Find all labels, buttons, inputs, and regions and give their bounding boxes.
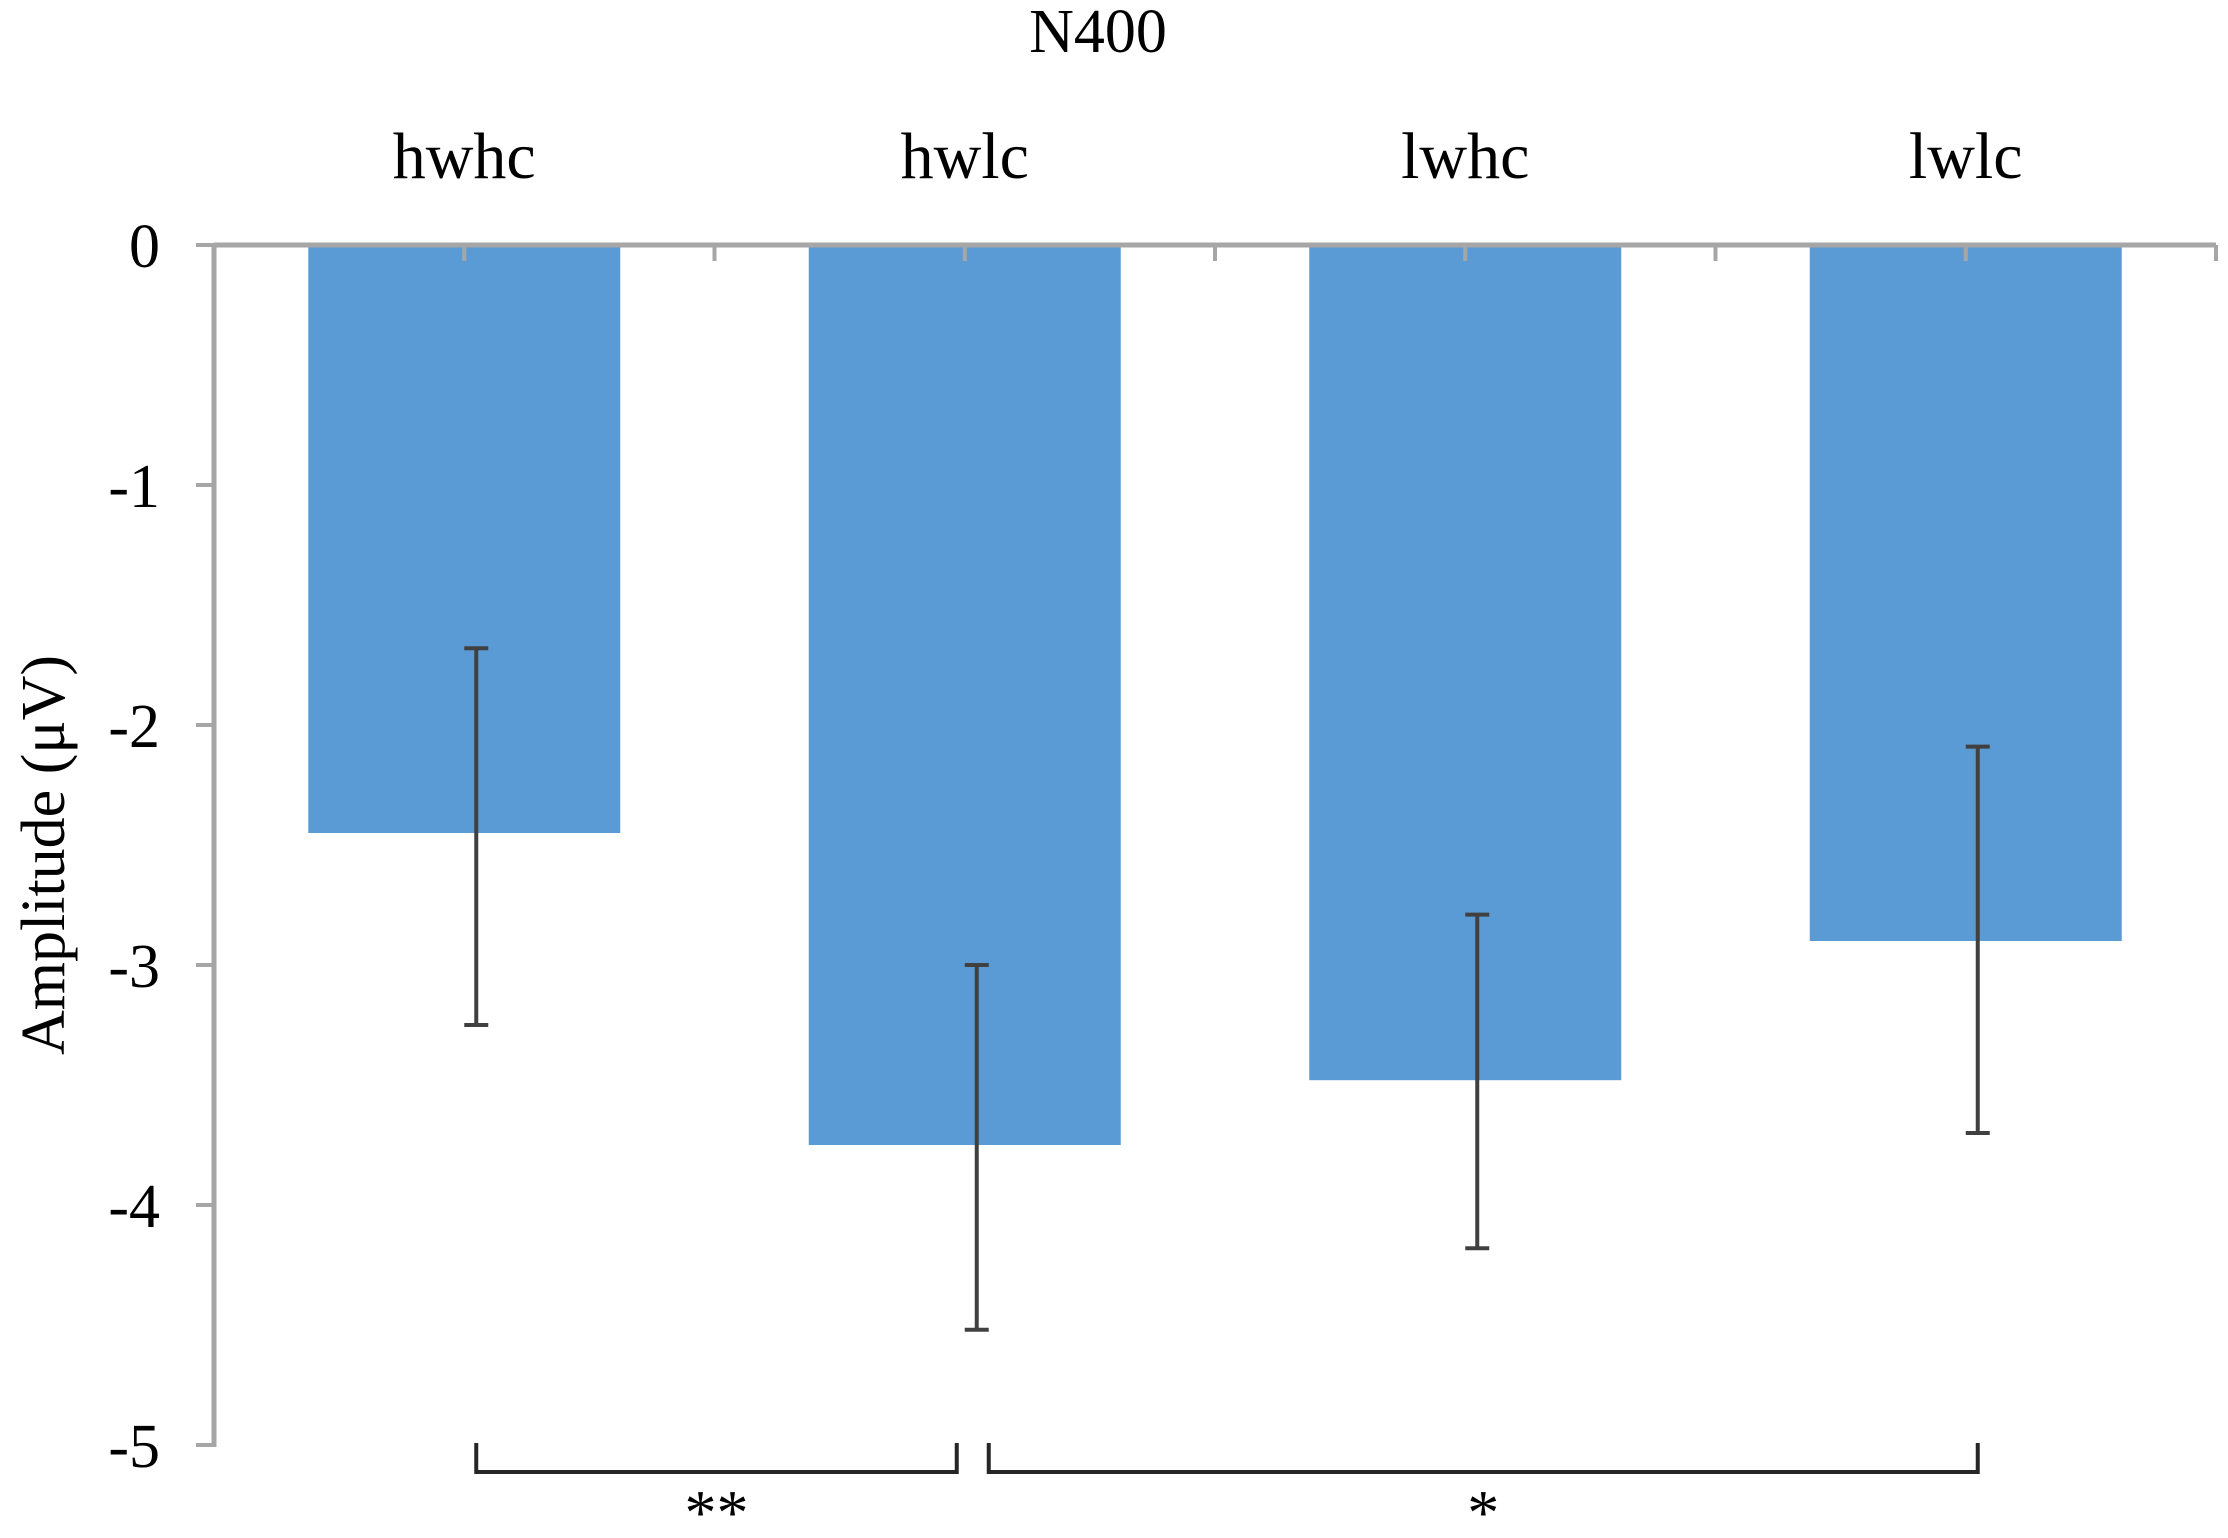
- category-label-lwhc: lwhc: [1401, 120, 1529, 193]
- error-bars: [464, 646, 1990, 1332]
- y-tick-label: -5: [108, 1413, 160, 1481]
- significance-label: *: [1467, 1477, 1499, 1538]
- y-axis-label: Amplitude (μV): [10, 655, 78, 1055]
- y-tick-label: -1: [108, 453, 160, 521]
- category-label-hwhc: hwhc: [393, 120, 536, 193]
- significance-bracket: [986, 1443, 1980, 1474]
- significance-brackets: ** *: [474, 1443, 1980, 1538]
- bar-hwlc: [808, 245, 1121, 1145]
- y-tick-label: -2: [108, 693, 160, 761]
- chart-title: N400: [1029, 0, 1167, 66]
- bar-hwhc: [308, 245, 621, 833]
- bars: [308, 245, 2122, 1145]
- significance-label: **: [685, 1477, 749, 1538]
- tick-labels: 0 -1 -2 -3 -4 -5 hwhc hwlc lwhc lwlc: [108, 120, 2022, 1481]
- axes: [196, 242, 2218, 1447]
- y-tick-label: 0: [129, 213, 160, 281]
- y-tick-label: -4: [108, 1173, 160, 1241]
- significance-bracket: [474, 1443, 959, 1474]
- bar-lwhc: [1309, 245, 1622, 1081]
- category-label-lwlc: lwlc: [1909, 120, 2023, 193]
- category-label-hwlc: hwlc: [901, 120, 1029, 193]
- bar-lwlc: [1809, 245, 2122, 941]
- y-tick-label: -3: [108, 933, 160, 1001]
